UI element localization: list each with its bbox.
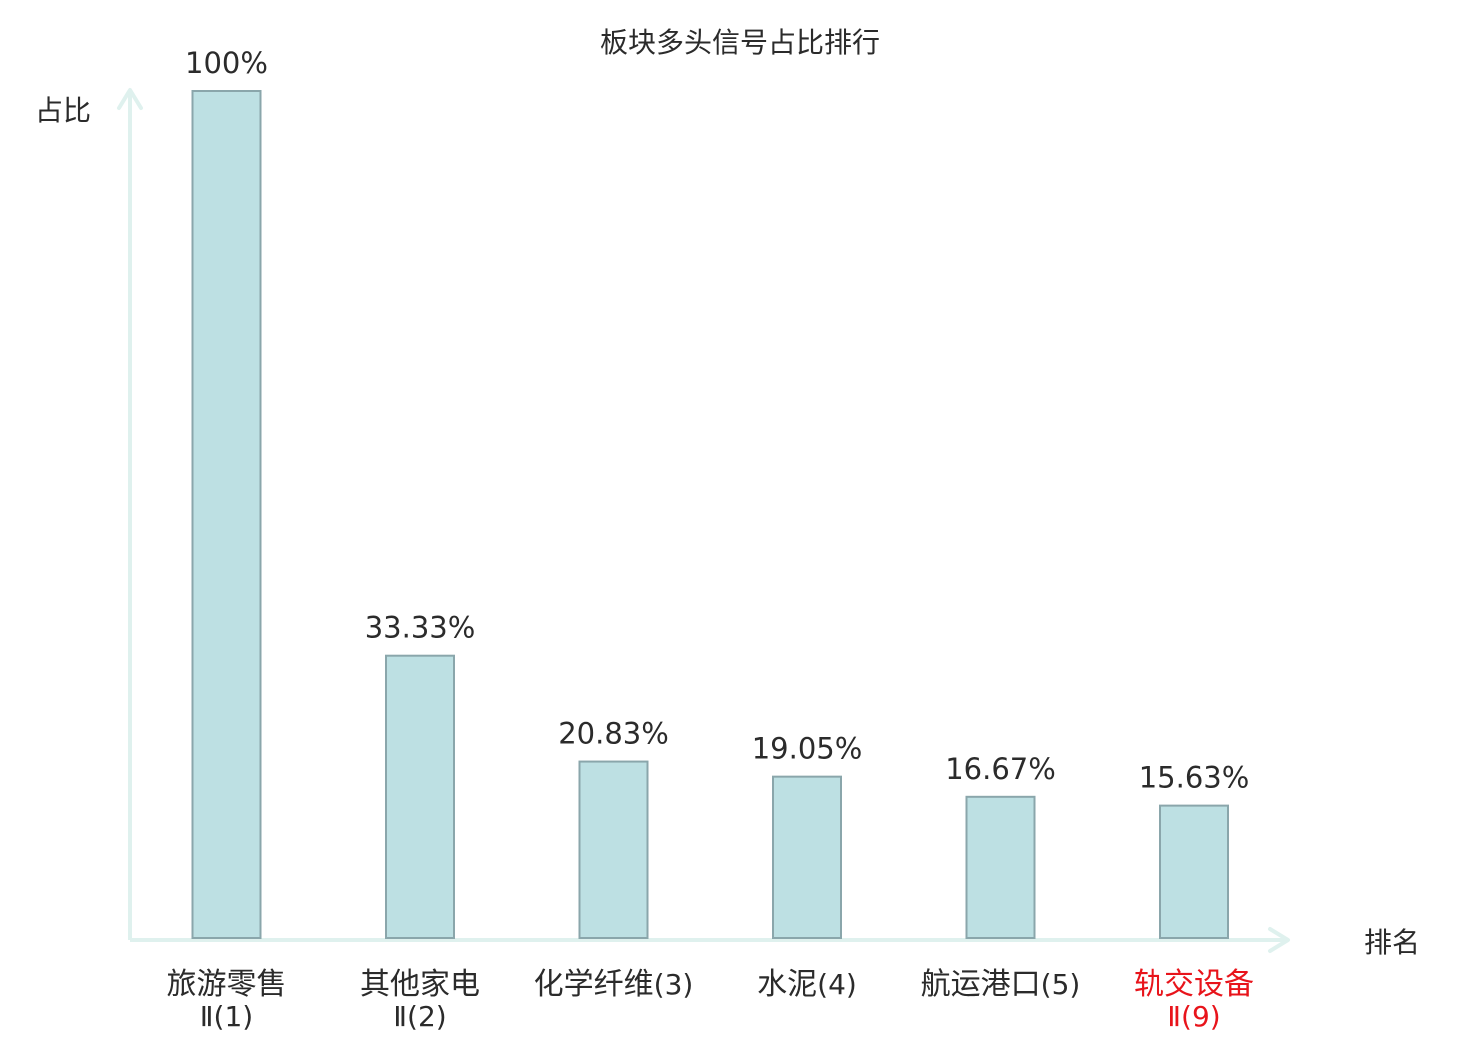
- category-label-5: 航运港口(5): [921, 967, 1081, 1002]
- x-axis: [130, 927, 1290, 953]
- bar-1: [191, 90, 262, 939]
- category-label-6: 轨交设备: [1134, 967, 1254, 1002]
- x-axis-arrow: [1268, 927, 1290, 953]
- value-label-1: 100%: [185, 46, 268, 80]
- category-label-3: 化学纤维(3): [534, 967, 694, 1002]
- value-label-2: 33.33%: [365, 611, 476, 645]
- bars-group: [191, 90, 1229, 940]
- category-label-2: 其他家电: [360, 967, 480, 1002]
- y-axis-arrow: [117, 88, 143, 110]
- value-label-5: 16.67%: [945, 752, 1056, 786]
- category-label-1: 旅游零售: [167, 967, 287, 1002]
- bar-5: [965, 795, 1036, 940]
- x-axis-label: 排名: [1364, 926, 1420, 959]
- value-labels-group: 100% 33.33% 20.83% 19.05% 16.67% 15.63%: [185, 46, 1249, 795]
- category-label-4: 水泥(4): [757, 967, 857, 1002]
- category-rank-1: Ⅱ(1): [200, 1000, 253, 1033]
- category-rank-2: Ⅱ(2): [393, 1000, 446, 1033]
- value-label-3: 20.83%: [558, 717, 669, 751]
- bar-3: [578, 760, 649, 939]
- bar-2: [385, 654, 455, 939]
- value-label-6: 15.63%: [1139, 761, 1250, 795]
- category-rank-6: Ⅱ(9): [1167, 1000, 1220, 1033]
- bar-6: [1159, 804, 1229, 939]
- chart-title: 板块多头信号占比排行: [600, 26, 880, 59]
- value-label-4: 19.05%: [752, 732, 863, 766]
- y-axis-label: 占比: [35, 94, 91, 127]
- bar-4: [772, 775, 842, 939]
- y-axis: [117, 88, 143, 940]
